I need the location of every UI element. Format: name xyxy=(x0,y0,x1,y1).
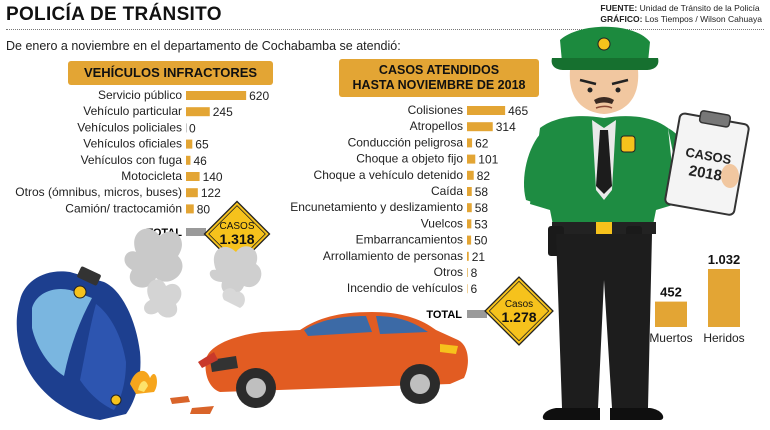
casualties-category-label: Muertos xyxy=(649,331,692,345)
cases-bar xyxy=(467,235,472,245)
cases-value-label: 465 xyxy=(508,104,528,118)
cases-value-label: 53 xyxy=(474,217,488,231)
vehicles-value-label: 80 xyxy=(197,202,211,216)
cases-category-label: Otros xyxy=(434,265,463,279)
vehicles-bar xyxy=(186,188,198,198)
chart-title-cases-line1: CASOS ATENDIDOS xyxy=(378,63,500,77)
vehicles-value-label: 620 xyxy=(249,89,269,103)
vehicles-bar xyxy=(186,107,210,117)
chart-casualties: 452 Muertos 1.032 Heridos xyxy=(649,252,744,345)
vehicles-value-label: 245 xyxy=(213,105,233,119)
diamond-sign-cases xyxy=(484,276,554,346)
cases-value-label: 62 xyxy=(475,136,489,150)
cases-category-label: Choque a objeto fijo xyxy=(356,152,463,166)
cases-bar xyxy=(467,106,506,115)
orange-car-illustration xyxy=(198,246,468,408)
cases-bar xyxy=(467,138,473,148)
vehicles-bar xyxy=(186,155,191,165)
vehicles-bar xyxy=(186,204,194,214)
vehicles-bar xyxy=(186,123,187,133)
cases-value-label: 314 xyxy=(496,120,516,134)
total-value-cases: 1.278 xyxy=(501,309,536,325)
page-title: POLICÍA DE TRÁNSITO xyxy=(6,4,222,25)
clipboard-illustration: CASOS 2018 xyxy=(664,110,750,216)
vehicles-category-label: Vehículos oficiales xyxy=(83,137,182,151)
cases-bar xyxy=(467,170,474,180)
cases-value-label: 82 xyxy=(477,169,491,183)
cases-value-label: 101 xyxy=(478,153,498,167)
vehicles-category-label: Otros (ómnibus, micros, buses) xyxy=(15,185,182,199)
cases-category-label: Atropellos xyxy=(410,119,463,133)
cases-bar xyxy=(467,219,472,229)
chart-title-cases: CASOS ATENDIDOS HASTA NOVIEMBRE DE 2018 xyxy=(339,59,539,97)
total-label-cases: TOTAL xyxy=(426,309,462,321)
cases-value-label: 58 xyxy=(475,185,489,199)
cases-category-label: Caída xyxy=(431,184,463,198)
overturned-car-illustration xyxy=(16,228,214,420)
cases-category-label: Arrollamiento de personas xyxy=(323,249,463,263)
vehicles-category-label: Motocicleta xyxy=(121,169,182,183)
vehicles-value-label: 65 xyxy=(195,138,209,152)
police-badge-icon xyxy=(597,37,611,51)
chart-vehicles: Servicio público 620 Vehículo particular 24… xyxy=(15,88,269,216)
total-row-cases: TOTAL xyxy=(426,309,487,321)
subtitle: De enero a noviembre en el departamento … xyxy=(6,39,401,53)
total-sign-label-vehicles: CASOS xyxy=(219,221,254,232)
vehicles-bar xyxy=(186,172,200,181)
vehicles-category-label: Servicio público xyxy=(98,88,182,102)
chart-title-vehicles: VEHÍCULOS INFRACTORES xyxy=(68,61,273,85)
vehicles-value-label: 140 xyxy=(203,170,223,184)
cases-category-label: Colisiones xyxy=(408,103,463,117)
clipboard-line2: 2018 xyxy=(687,162,723,185)
vehicles-category-label: Camión/ tractocamión xyxy=(65,201,182,215)
graphic-label: GRÁFICO: xyxy=(600,14,643,24)
total-sign-cases: Casos 1.278 xyxy=(484,276,554,346)
title-divider xyxy=(6,29,764,30)
cases-bar xyxy=(467,187,472,196)
officer-hand xyxy=(721,164,739,188)
chart-title-cases-line2: HASTA NOVIEMBRE DE 2018 xyxy=(352,78,526,92)
vehicles-value-label: 46 xyxy=(193,154,207,168)
vehicles-bar xyxy=(186,91,247,100)
cases-category-label: Choque a vehículo detenido xyxy=(314,168,464,182)
cases-category-label: Embarrancamientos xyxy=(356,233,463,247)
source-value: Unidad de Tránsito de la Policía xyxy=(639,3,760,13)
casualties-bar xyxy=(708,269,740,327)
police-officer-illustration xyxy=(523,26,704,420)
cases-category-label: Incendio de vehículos xyxy=(347,281,463,295)
casualties-value-label: 452 xyxy=(660,285,682,300)
cases-bar xyxy=(467,203,472,213)
casualties-category-label: Heridos xyxy=(703,331,744,345)
cases-bar xyxy=(467,154,476,164)
vehicles-category-label: Vehículo particular xyxy=(83,104,182,118)
total-bar-cases xyxy=(467,310,487,318)
cases-category-label: Conducción peligrosa xyxy=(348,135,464,149)
total-bar-vehicles xyxy=(186,228,206,236)
cases-value-label: 6 xyxy=(470,282,477,296)
vehicles-value-label: 122 xyxy=(201,186,221,200)
vehicles-category-label: Vehículos con fuga xyxy=(81,153,183,167)
cases-value-label: 58 xyxy=(475,201,489,215)
total-sign-label-cases: Casos xyxy=(505,299,533,310)
cases-value-label: 8 xyxy=(471,266,478,280)
casualties-bar xyxy=(655,301,687,327)
cases-category-label: Vuelcos xyxy=(421,216,463,230)
cases-category-label: Encunetamiento y deslizamiento xyxy=(290,200,463,214)
vehicles-bar xyxy=(186,139,193,149)
source-label: FUENTE: xyxy=(600,3,638,13)
vehicles-category-label: Vehículos policiales xyxy=(77,120,182,134)
chart-cases: Colisiones 465 Atropellos 314 Conducción pel… xyxy=(290,103,528,296)
cases-bar xyxy=(467,251,469,261)
cases-bar xyxy=(467,122,493,132)
cases-value-label: 21 xyxy=(472,250,486,264)
graphic-value: Los Tiempos / Wilson Cahuaya xyxy=(644,14,762,24)
casualties-value-label: 1.032 xyxy=(708,252,741,267)
cases-bar xyxy=(467,268,468,277)
vehicles-value-label: 0 xyxy=(189,121,196,135)
source-credits: FUENTE: Unidad de Tránsito de la Policía… xyxy=(600,3,762,25)
total-value-vehicles: 1.318 xyxy=(219,231,254,247)
cases-value-label: 50 xyxy=(474,234,488,248)
